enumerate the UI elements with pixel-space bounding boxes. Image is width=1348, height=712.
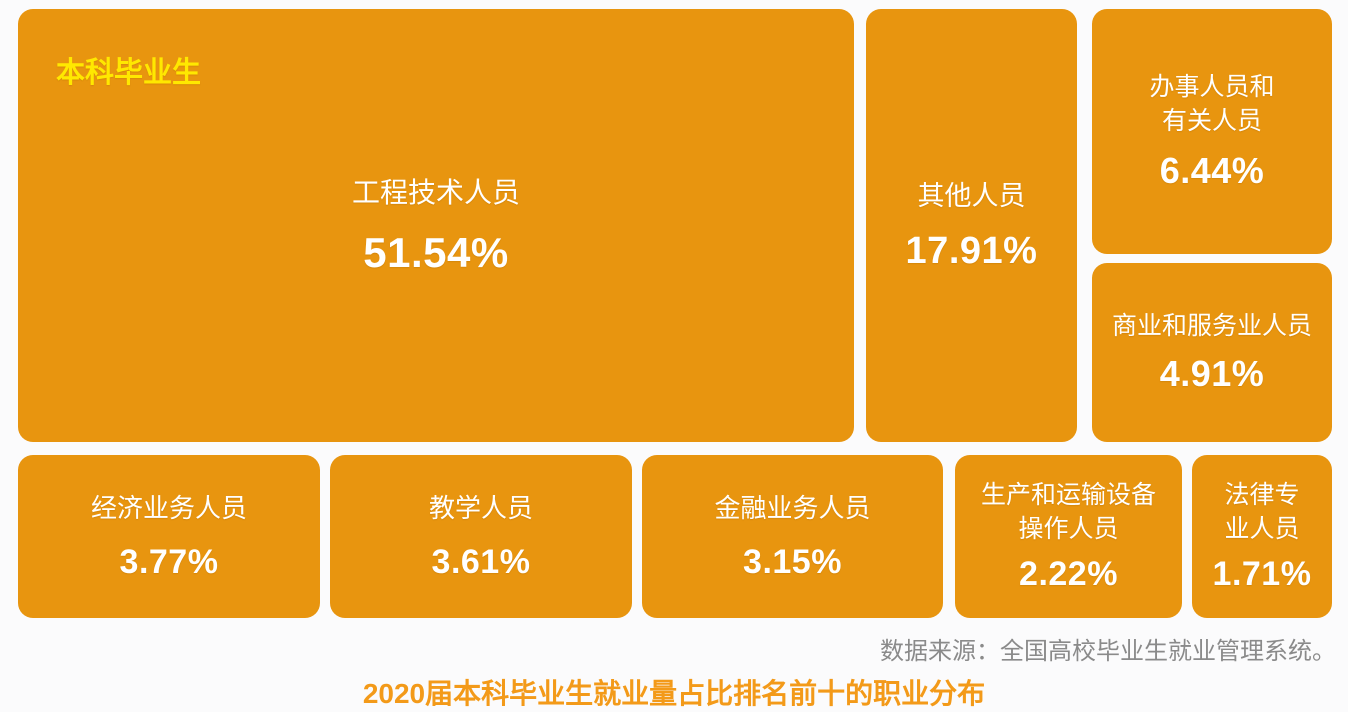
tile-label: 金融业务人员 — [714, 493, 871, 524]
treemap-tile-business-service: 商业和服务业人员 4.91% — [1092, 263, 1332, 442]
tile-value: 3.61% — [431, 542, 531, 581]
treemap-tile-clerical-related: 办事人员和 有关人员 6.44% — [1092, 9, 1332, 254]
tile-value: 2.22% — [1019, 554, 1118, 593]
tile-value: 51.54% — [363, 229, 509, 277]
tile-value: 1.71% — [1212, 554, 1312, 593]
treemap-tile-financial-affairs: 金融业务人员 3.15% — [642, 455, 943, 618]
treemap-tile-economic-affairs: 经济业务人员 3.77% — [18, 455, 320, 618]
treemap-tile-engineering-technical: 本科毕业生 工程技术人员 51.54% — [18, 9, 854, 442]
tile-label: 生产和运输设备 操作人员 — [980, 481, 1156, 543]
tile-value: 3.15% — [743, 542, 842, 581]
group-label: 本科毕业生 — [56, 57, 202, 89]
tile-value: 17.91% — [905, 230, 1038, 273]
treemap-tile-others: 其他人员 17.91% — [866, 9, 1077, 442]
tile-value: 4.91% — [1159, 353, 1265, 395]
tile-value: 3.77% — [119, 542, 219, 581]
treemap-tile-production-transport-equipment: 生产和运输设备 操作人员 2.22% — [955, 455, 1182, 618]
treemap-tile-teaching: 教学人员 3.61% — [330, 455, 632, 618]
tile-label: 其他人员 — [917, 180, 1026, 211]
chart-title: 2020届本科毕业生就业量占比排名前十的职业分布 — [362, 678, 986, 709]
tile-label: 工程技术人员 — [351, 176, 520, 208]
tile-label: 法律专 业人员 — [1224, 481, 1300, 543]
tile-label: 教学人员 — [428, 493, 533, 524]
tile-label: 商业和服务业人员 — [1111, 311, 1312, 340]
tile-label: 经济业务人员 — [90, 493, 247, 524]
tile-value: 6.44% — [1159, 150, 1265, 192]
tile-label: 办事人员和 有关人员 — [1149, 72, 1275, 135]
chart-source: 数据来源：全国高校毕业生就业管理系统。 — [880, 638, 1336, 665]
treemap-tile-legal-professional: 法律专 业人员 1.71% — [1192, 455, 1332, 618]
